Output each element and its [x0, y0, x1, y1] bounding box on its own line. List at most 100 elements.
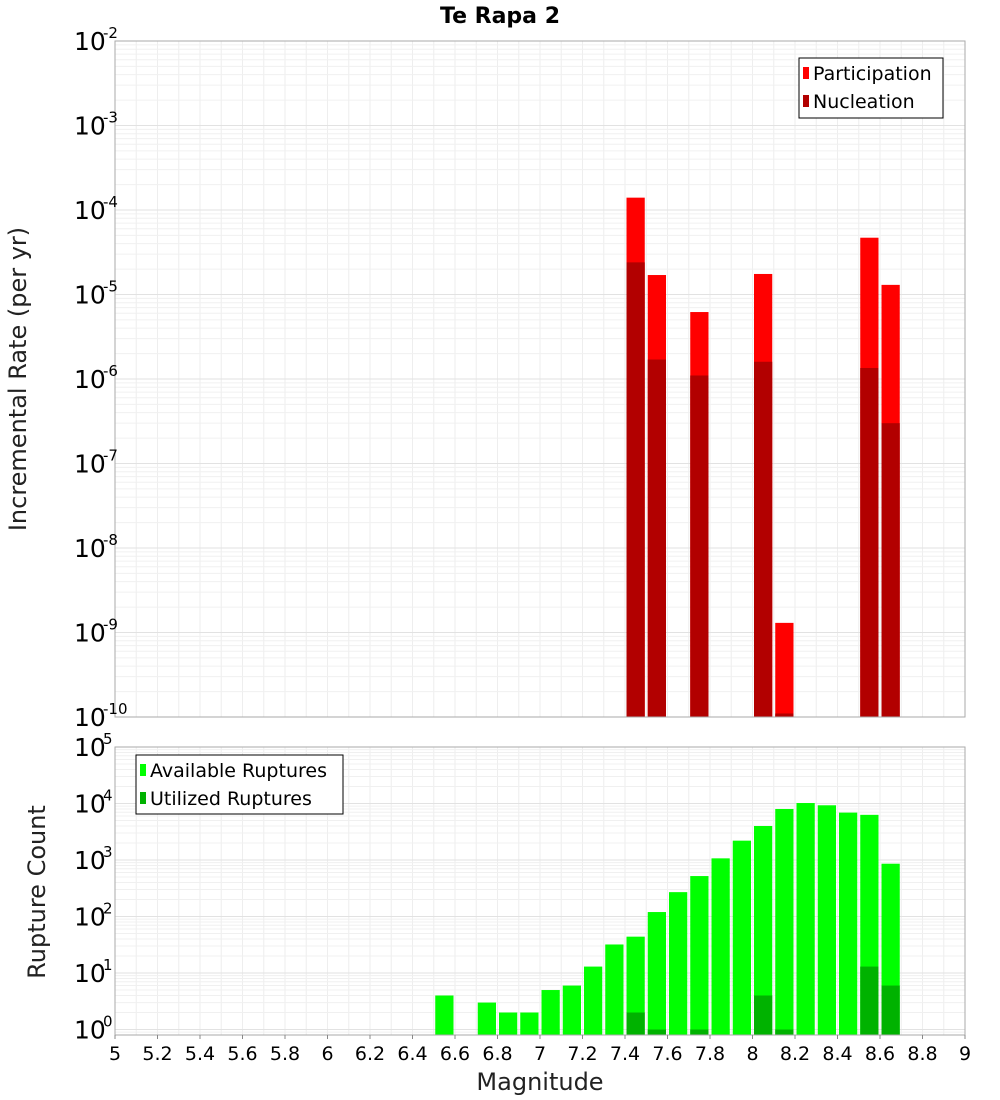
y-tick-exponent: 5: [103, 730, 113, 748]
count-bar-available-ruptures: [605, 944, 624, 1035]
y-tick-label: 102: [74, 900, 113, 932]
count-bar-available-ruptures: [669, 892, 688, 1035]
rate-legend: Participation Nucleation: [798, 57, 944, 119]
count-bar-utilized-ruptures: [754, 995, 773, 1035]
x-tick-label: 5.4: [185, 1043, 215, 1065]
count-bar-utilized-ruptures: [647, 1029, 666, 1035]
available-legend-label: Available Ruptures: [150, 760, 327, 782]
x-tick-label: 7.6: [652, 1043, 682, 1065]
y-tick-base: 10: [74, 959, 106, 988]
y-tick-exponent: -3: [103, 109, 118, 127]
y-tick-label: 10-2: [74, 24, 118, 56]
count-bar-available-ruptures: [477, 1002, 496, 1035]
x-tick-label: 7.4: [610, 1043, 640, 1065]
count-bar-available-ruptures: [435, 995, 454, 1035]
x-tick-label: 6.8: [482, 1043, 512, 1065]
rate-bar-nucleation: [754, 361, 773, 717]
incremental-rate-panel: 10-210-310-410-510-610-710-810-910-10 In…: [4, 24, 966, 732]
participation-swatch: [803, 67, 809, 79]
count-bar-available-ruptures: [584, 966, 603, 1035]
y-tick-base: 10: [74, 846, 106, 875]
x-tick-label: 8.8: [907, 1043, 937, 1065]
count-bar-available-ruptures: [626, 936, 645, 1035]
y-tick-exponent: 3: [103, 843, 113, 861]
y-tick-base: 10: [74, 1016, 106, 1045]
available-swatch: [140, 764, 146, 776]
utilized-swatch: [140, 792, 146, 804]
y-tick-base: 10: [74, 112, 106, 141]
rate-bar-nucleation: [860, 367, 879, 717]
rate-bar-nucleation: [626, 262, 645, 717]
rate-grid: [115, 40, 965, 718]
x-tick-label: 7: [534, 1043, 546, 1065]
chart-title: Te Rapa 2: [440, 4, 560, 29]
x-tick-label: 5.2: [142, 1043, 172, 1065]
nucleation-legend-label: Nucleation: [813, 91, 915, 113]
y-tick-label: 10-7: [74, 447, 118, 479]
count-grid: [115, 746, 965, 1036]
y-tick-label: 10-9: [74, 616, 118, 648]
y-tick-label: 10-5: [74, 278, 118, 310]
y-tick-exponent: -7: [103, 447, 118, 465]
x-tick-label: 5.8: [270, 1043, 300, 1065]
x-tick-label: 8: [746, 1043, 758, 1065]
rate-bar-nucleation: [775, 713, 794, 717]
x-tick-label: 9: [959, 1043, 971, 1065]
y-tick-exponent: -9: [103, 616, 118, 634]
count-bar-available-ruptures: [520, 1012, 539, 1035]
rate-bar-nucleation: [647, 359, 666, 717]
y-tick-exponent: 1: [103, 956, 113, 974]
y-tick-label: 105: [74, 730, 113, 762]
count-bar-available-ruptures: [690, 876, 709, 1035]
count-bar-available-ruptures: [562, 985, 581, 1035]
count-bar-utilized-ruptures: [860, 966, 879, 1035]
y-tick-base: 10: [74, 196, 106, 225]
y-tick-base: 10: [74, 27, 106, 56]
count-bar-available-ruptures: [711, 858, 730, 1035]
count-legend: Available Ruptures Utilized Ruptures: [135, 754, 344, 815]
y-tick-label: 100: [74, 1013, 113, 1045]
count-bar-utilized-ruptures: [775, 1029, 794, 1035]
x-tick-label: 8.4: [822, 1043, 852, 1065]
x-tick-label: 6: [321, 1043, 333, 1065]
rate-y-ticks: 10-210-310-410-510-610-710-810-910-10: [74, 24, 128, 732]
y-tick-base: 10: [74, 703, 106, 732]
count-bar-available-ruptures: [541, 990, 560, 1035]
count-bar-available-ruptures: [499, 1012, 518, 1035]
x-tick-label: 8.2: [780, 1043, 810, 1065]
count-bar-available-ruptures: [732, 840, 751, 1035]
utilized-legend-label: Utilized Ruptures: [150, 788, 312, 810]
rate-bar-nucleation: [881, 423, 900, 717]
y-tick-base: 10: [74, 450, 106, 479]
y-tick-exponent: -10: [103, 700, 128, 718]
count-bar-utilized-ruptures: [690, 1029, 709, 1035]
y-tick-exponent: -6: [103, 362, 118, 380]
count-bar-available-ruptures: [754, 825, 773, 1035]
y-tick-base: 10: [74, 733, 106, 762]
count-bar-available-ruptures: [839, 812, 858, 1035]
x-tick-label: 8.6: [865, 1043, 895, 1065]
count-bar-utilized-ruptures: [881, 985, 900, 1035]
y-tick-exponent: 2: [103, 900, 113, 918]
rate-plot-frame: [114, 40, 966, 718]
count-y-axis-label: Rupture Count: [23, 805, 51, 979]
count-bar-available-ruptures: [796, 803, 815, 1035]
y-tick-exponent: 4: [103, 787, 113, 805]
count-bar-utilized-ruptures: [626, 1012, 645, 1035]
y-tick-label: 104: [74, 787, 113, 819]
count-bar-available-ruptures: [647, 912, 666, 1035]
rate-bar-participation: [775, 622, 794, 717]
rate-y-axis-label: Incremental Rate (per yr): [4, 227, 32, 531]
nucleation-swatch: [803, 95, 809, 107]
y-tick-base: 10: [74, 534, 106, 563]
y-tick-exponent: -2: [103, 24, 118, 42]
y-tick-label: 10-3: [74, 109, 118, 141]
x-tick-label: 5: [109, 1043, 121, 1065]
y-tick-exponent: -5: [103, 278, 118, 296]
x-tick-label: 7.2: [567, 1043, 597, 1065]
x-tick-label: 6.6: [440, 1043, 470, 1065]
count-bar-available-ruptures: [817, 805, 836, 1035]
y-tick-exponent: -8: [103, 531, 118, 549]
